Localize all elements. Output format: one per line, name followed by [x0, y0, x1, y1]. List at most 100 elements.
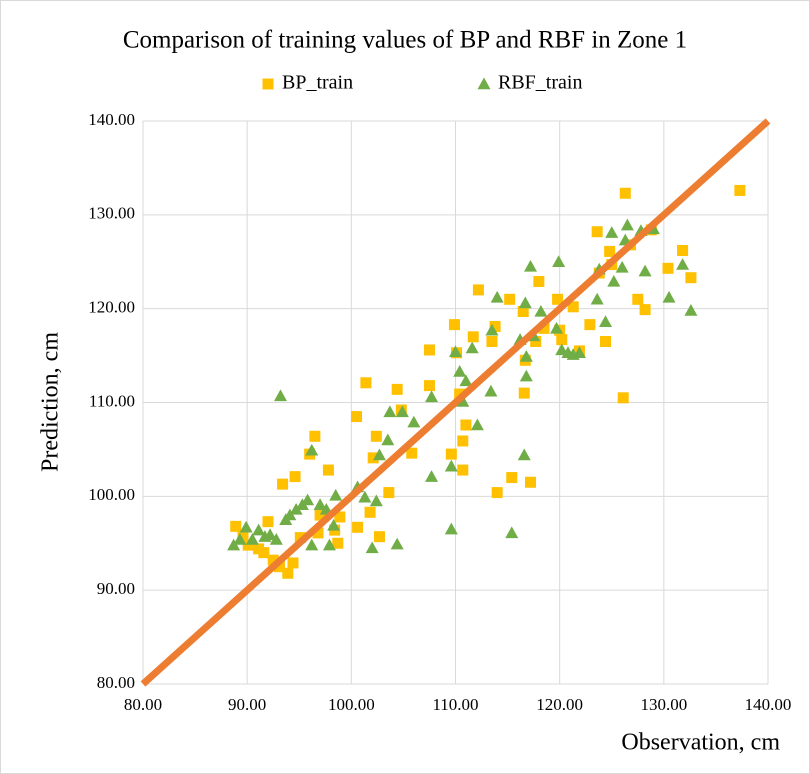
- marker-triangle: [358, 490, 372, 503]
- marker-square: [591, 226, 603, 238]
- marker-square: [373, 531, 385, 543]
- legend-marker: [262, 78, 274, 90]
- marker-square: [423, 380, 435, 392]
- chart-title: Comparison of training values of BP and …: [123, 27, 687, 54]
- y-tick-label: 80.00: [97, 673, 135, 692]
- marker-square: [364, 506, 376, 518]
- marker-triangle: [289, 502, 303, 515]
- reference-line: [140, 118, 771, 687]
- marker-square: [538, 322, 550, 334]
- marker-square: [662, 262, 674, 274]
- legend-marker: [477, 77, 491, 90]
- marker-square: [533, 275, 545, 287]
- y-axis-label: Prediction, cm: [38, 332, 64, 472]
- marker-triangle: [444, 522, 458, 535]
- marker-triangle: [252, 523, 266, 536]
- marker-triangle: [444, 459, 458, 472]
- marker-triangle: [269, 532, 283, 545]
- marker-square: [467, 331, 479, 343]
- marker-triangle: [465, 341, 479, 354]
- marker-square: [282, 567, 294, 579]
- marker-square: [518, 387, 530, 399]
- marker-square: [406, 447, 418, 459]
- marker-square: [619, 187, 631, 199]
- marker-triangle: [552, 255, 566, 267]
- marker-triangle: [519, 350, 533, 362]
- marker-square: [448, 319, 460, 331]
- marker-square: [370, 430, 382, 442]
- marker-square: [367, 452, 379, 464]
- marker-square: [289, 471, 301, 483]
- marker-triangle: [407, 415, 421, 428]
- marker-square: [491, 487, 503, 499]
- marker-triangle: [305, 538, 319, 551]
- marker-square: [352, 521, 364, 533]
- marker-triangle: [490, 290, 504, 303]
- marker-triangle: [239, 520, 253, 533]
- marker-square: [309, 430, 321, 442]
- marker-triangle: [329, 488, 343, 501]
- y-tick-label: 90.00: [97, 579, 135, 598]
- marker-triangle: [369, 494, 383, 507]
- marker-triangle: [607, 274, 621, 287]
- marker-square: [242, 539, 254, 551]
- x-tick-label: 130.00: [640, 695, 687, 714]
- marker-square: [600, 336, 611, 348]
- marker-square: [472, 284, 484, 296]
- marker-square: [314, 509, 326, 521]
- legend-label: RBF_train: [498, 72, 582, 94]
- marker-square: [639, 304, 651, 316]
- marker-square: [489, 320, 501, 332]
- marker-square: [584, 319, 596, 331]
- marker-triangle: [327, 518, 341, 531]
- marker-triangle: [524, 259, 537, 272]
- marker-square: [506, 472, 518, 484]
- marker-square: [383, 487, 395, 499]
- marker-triangle: [470, 418, 484, 431]
- marker-square: [267, 554, 279, 566]
- marker-square: [258, 547, 270, 559]
- marker-triangle: [599, 315, 612, 328]
- x-axis-label: Observation, cm: [621, 730, 780, 756]
- marker-square: [423, 344, 435, 356]
- x-tick-label: 120.00: [536, 695, 583, 714]
- x-tick-label: 80.00: [124, 695, 162, 714]
- marker-triangle: [484, 384, 498, 397]
- marker-square: [277, 478, 289, 490]
- marker-square: [312, 527, 324, 539]
- marker-triangle: [620, 218, 634, 231]
- marker-square: [457, 435, 469, 447]
- marker-triangle: [550, 321, 564, 334]
- marker-triangle: [638, 264, 652, 277]
- marker-triangle: [305, 443, 319, 456]
- y-tick-label: 120.00: [88, 298, 135, 317]
- marker-square: [734, 184, 746, 196]
- marker-square: [322, 464, 334, 476]
- marker-triangle: [456, 395, 470, 407]
- marker-square: [460, 419, 472, 431]
- y-tick-label: 140.00: [88, 110, 135, 129]
- y-tick-label: 110.00: [89, 391, 135, 410]
- marker-triangle: [390, 537, 404, 550]
- marker-triangle: [365, 541, 379, 554]
- marker-square: [632, 293, 644, 305]
- marker-triangle: [449, 345, 462, 358]
- marker-triangle: [676, 258, 690, 270]
- marker-square: [617, 392, 629, 404]
- marker-triangle: [605, 226, 619, 238]
- marker-square: [530, 336, 542, 348]
- marker-triangle: [684, 304, 698, 316]
- marker-triangle: [425, 470, 439, 482]
- marker-triangle: [485, 323, 499, 336]
- marker-square: [360, 377, 372, 389]
- marker-square: [457, 464, 469, 476]
- marker-triangle: [313, 498, 327, 510]
- marker-triangle: [518, 296, 532, 309]
- marker-triangle: [263, 528, 277, 541]
- marker-triangle: [425, 390, 439, 403]
- marker-square: [391, 383, 403, 395]
- marker-triangle: [274, 389, 287, 402]
- marker-triangle: [372, 448, 386, 461]
